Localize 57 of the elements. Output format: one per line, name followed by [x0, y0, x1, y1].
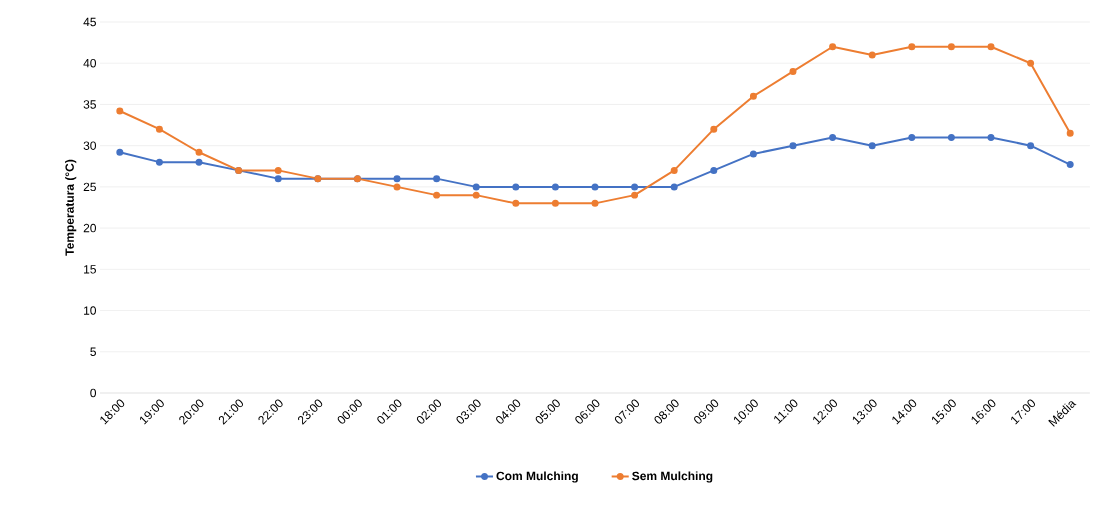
point	[472, 191, 480, 199]
y-tick-label: 45	[83, 17, 96, 27]
point	[829, 133, 837, 141]
y-tick-label: 40	[83, 58, 97, 68]
y-tick-label: 35	[83, 100, 96, 109]
point	[710, 125, 718, 133]
point	[551, 183, 559, 191]
y-tick-label: 5	[90, 347, 96, 356]
point	[631, 183, 639, 191]
point	[393, 175, 401, 183]
point	[195, 158, 203, 166]
point	[274, 175, 282, 183]
y-tick-label: 25	[83, 182, 96, 192]
point	[908, 43, 916, 51]
y-axis-title: Temperatura (°C)	[65, 159, 77, 256]
point	[512, 183, 520, 191]
point	[195, 148, 203, 156]
y-tick-label: 20	[83, 223, 97, 233]
point	[155, 125, 163, 133]
point	[789, 67, 797, 75]
point	[670, 183, 678, 191]
point	[155, 158, 163, 166]
point	[670, 166, 678, 174]
point	[512, 199, 520, 207]
y-tick-label: 15	[84, 265, 96, 274]
point	[591, 199, 599, 207]
point	[710, 166, 718, 174]
point	[551, 199, 559, 207]
legend-label: Com Mulching	[496, 471, 578, 483]
point	[829, 43, 837, 51]
point	[789, 142, 797, 150]
point	[274, 166, 282, 174]
point	[393, 183, 401, 191]
point	[749, 92, 757, 100]
point	[591, 183, 599, 191]
point	[433, 191, 441, 199]
point	[1066, 129, 1074, 137]
point	[1066, 161, 1074, 169]
point	[433, 175, 441, 183]
point	[947, 43, 955, 51]
point	[868, 142, 876, 150]
point	[116, 107, 124, 115]
point	[1027, 142, 1035, 150]
point	[987, 133, 995, 141]
point	[472, 183, 480, 191]
point	[749, 150, 757, 158]
point	[631, 191, 639, 199]
y-tick-label: 0	[90, 388, 97, 398]
y-tick-label: 30	[83, 141, 97, 150]
y-tick-label: 10	[84, 306, 97, 315]
point	[116, 148, 124, 156]
point	[868, 51, 876, 59]
legend-label: Sem Mulching	[632, 471, 713, 483]
point	[947, 133, 955, 141]
point	[1027, 59, 1035, 67]
point	[987, 43, 995, 51]
point	[908, 133, 916, 141]
